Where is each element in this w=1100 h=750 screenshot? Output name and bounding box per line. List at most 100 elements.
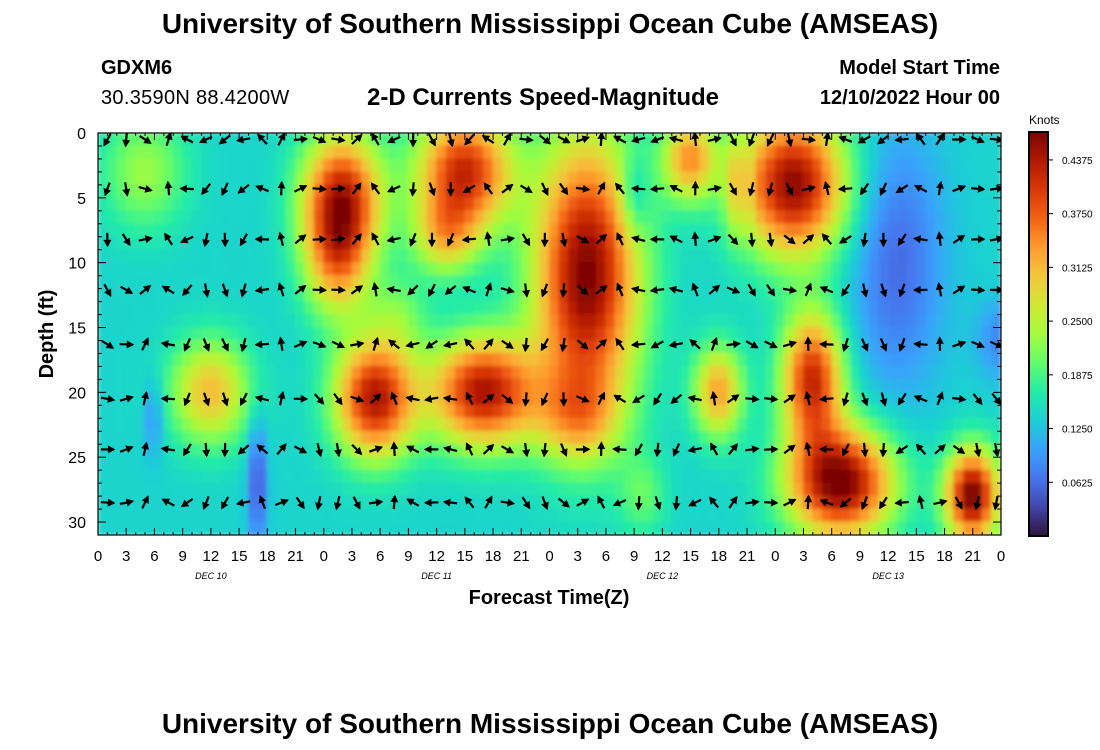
heatmap-cell — [727, 417, 739, 432]
heatmap-cell — [530, 171, 541, 186]
heatmap-cell — [520, 456, 532, 471]
heatmap-cell — [558, 378, 570, 394]
heatmap-cell — [135, 339, 146, 355]
colorbar-tick-label: 0.1250 — [1062, 425, 1093, 436]
heatmap-cell — [802, 521, 814, 535]
heatmap-cell — [868, 327, 880, 342]
heatmap-cell — [850, 236, 861, 251]
heatmap-cell — [464, 223, 475, 238]
heatmap-cell — [473, 391, 485, 407]
heatmap-cell — [257, 365, 269, 381]
heatmap-cell — [727, 314, 739, 329]
heatmap-cell — [868, 482, 880, 497]
heatmap-cell — [229, 404, 240, 419]
arrow-head — [751, 445, 760, 454]
arrow-head — [976, 340, 985, 349]
heatmap-cell — [774, 378, 786, 394]
arrow-head — [315, 502, 323, 511]
heatmap-cell — [915, 339, 927, 355]
heatmap-cell — [520, 275, 532, 290]
current-arrow — [613, 135, 627, 144]
heatmap-cell — [699, 469, 711, 484]
heatmap-cell — [98, 184, 109, 199]
heatmap-cell — [821, 275, 833, 290]
heatmap-cell — [464, 275, 475, 290]
current-arrow — [783, 498, 797, 507]
heatmap-cell — [332, 521, 344, 535]
arrow-head — [597, 495, 605, 504]
arrow-head — [804, 336, 813, 344]
arrow-head — [371, 282, 380, 291]
heatmap-cell — [859, 365, 871, 381]
heatmap-cell — [342, 158, 353, 173]
heatmap-cell — [680, 236, 692, 251]
heatmap-cell — [765, 314, 776, 329]
heatmap-cell — [370, 521, 381, 535]
current-arrow — [119, 498, 134, 507]
heatmap-cell — [492, 288, 504, 303]
heatmap-cell — [492, 482, 504, 497]
heatmap-cell — [774, 184, 786, 199]
heatmap-cell — [567, 404, 579, 419]
arrow-head — [860, 239, 869, 248]
heatmap-cell — [633, 327, 645, 342]
heatmap-cell — [831, 133, 842, 147]
arrow-head — [444, 287, 453, 295]
heatmap-cell — [135, 236, 146, 251]
heatmap-cell — [304, 262, 316, 277]
heatmap-cell — [238, 352, 250, 368]
heatmap-cell — [755, 249, 767, 264]
heatmap-cell — [464, 456, 475, 471]
current-arrow — [878, 496, 888, 510]
heatmap-cell — [210, 456, 221, 471]
heatmap-cell — [680, 352, 692, 368]
heatmap-cell — [248, 495, 259, 510]
arrow-head — [650, 341, 660, 349]
heatmap-cell — [323, 210, 334, 225]
heatmap-cell — [558, 210, 570, 225]
arrow-head — [730, 443, 738, 452]
heatmap-cell — [483, 184, 494, 199]
current-arrow — [707, 135, 722, 144]
heatmap-cell — [840, 288, 852, 303]
arrow-head — [423, 445, 432, 454]
heatmap-cell — [737, 158, 748, 173]
heatmap-cell — [831, 443, 842, 458]
arrow-head — [935, 336, 944, 344]
heatmap-cell — [915, 365, 927, 381]
heatmap-cell — [624, 352, 635, 368]
heatmap-cell — [257, 378, 269, 394]
heatmap-cell — [229, 339, 240, 355]
heatmap-cell — [200, 223, 212, 238]
heatmap-cell — [163, 288, 174, 303]
heatmap-cell — [661, 339, 673, 355]
heatmap-cell — [671, 508, 682, 523]
heatmap-cell — [483, 508, 494, 523]
heatmap-cell — [163, 521, 174, 535]
heatmap-cell — [163, 314, 174, 329]
heatmap-cell — [671, 262, 682, 277]
heatmap-cell — [436, 145, 447, 160]
heatmap-cell — [295, 184, 306, 199]
current-arrow — [728, 495, 738, 509]
heatmap-cell — [351, 275, 363, 290]
current-arrow — [710, 336, 718, 351]
heatmap-cell — [473, 249, 485, 264]
heatmap-cell — [144, 339, 156, 355]
heatmap-cell — [417, 417, 428, 432]
heatmap-cell — [163, 327, 174, 342]
heatmap-cell — [483, 456, 494, 471]
heatmap-cell — [379, 158, 391, 173]
current-arrow — [465, 391, 474, 406]
heatmap-cell — [906, 378, 918, 394]
heatmap-cell — [285, 456, 297, 471]
heatmap-cell — [624, 469, 635, 484]
colorbar-title: Knots — [1029, 113, 1060, 127]
x-tick-label: 21 — [964, 548, 981, 565]
arrow-head — [299, 340, 308, 348]
heatmap-cell — [332, 301, 344, 316]
heatmap-cell — [944, 210, 955, 225]
arrow-head — [123, 237, 131, 247]
heatmap-cell — [229, 327, 240, 342]
heatmap-cell — [238, 327, 250, 342]
